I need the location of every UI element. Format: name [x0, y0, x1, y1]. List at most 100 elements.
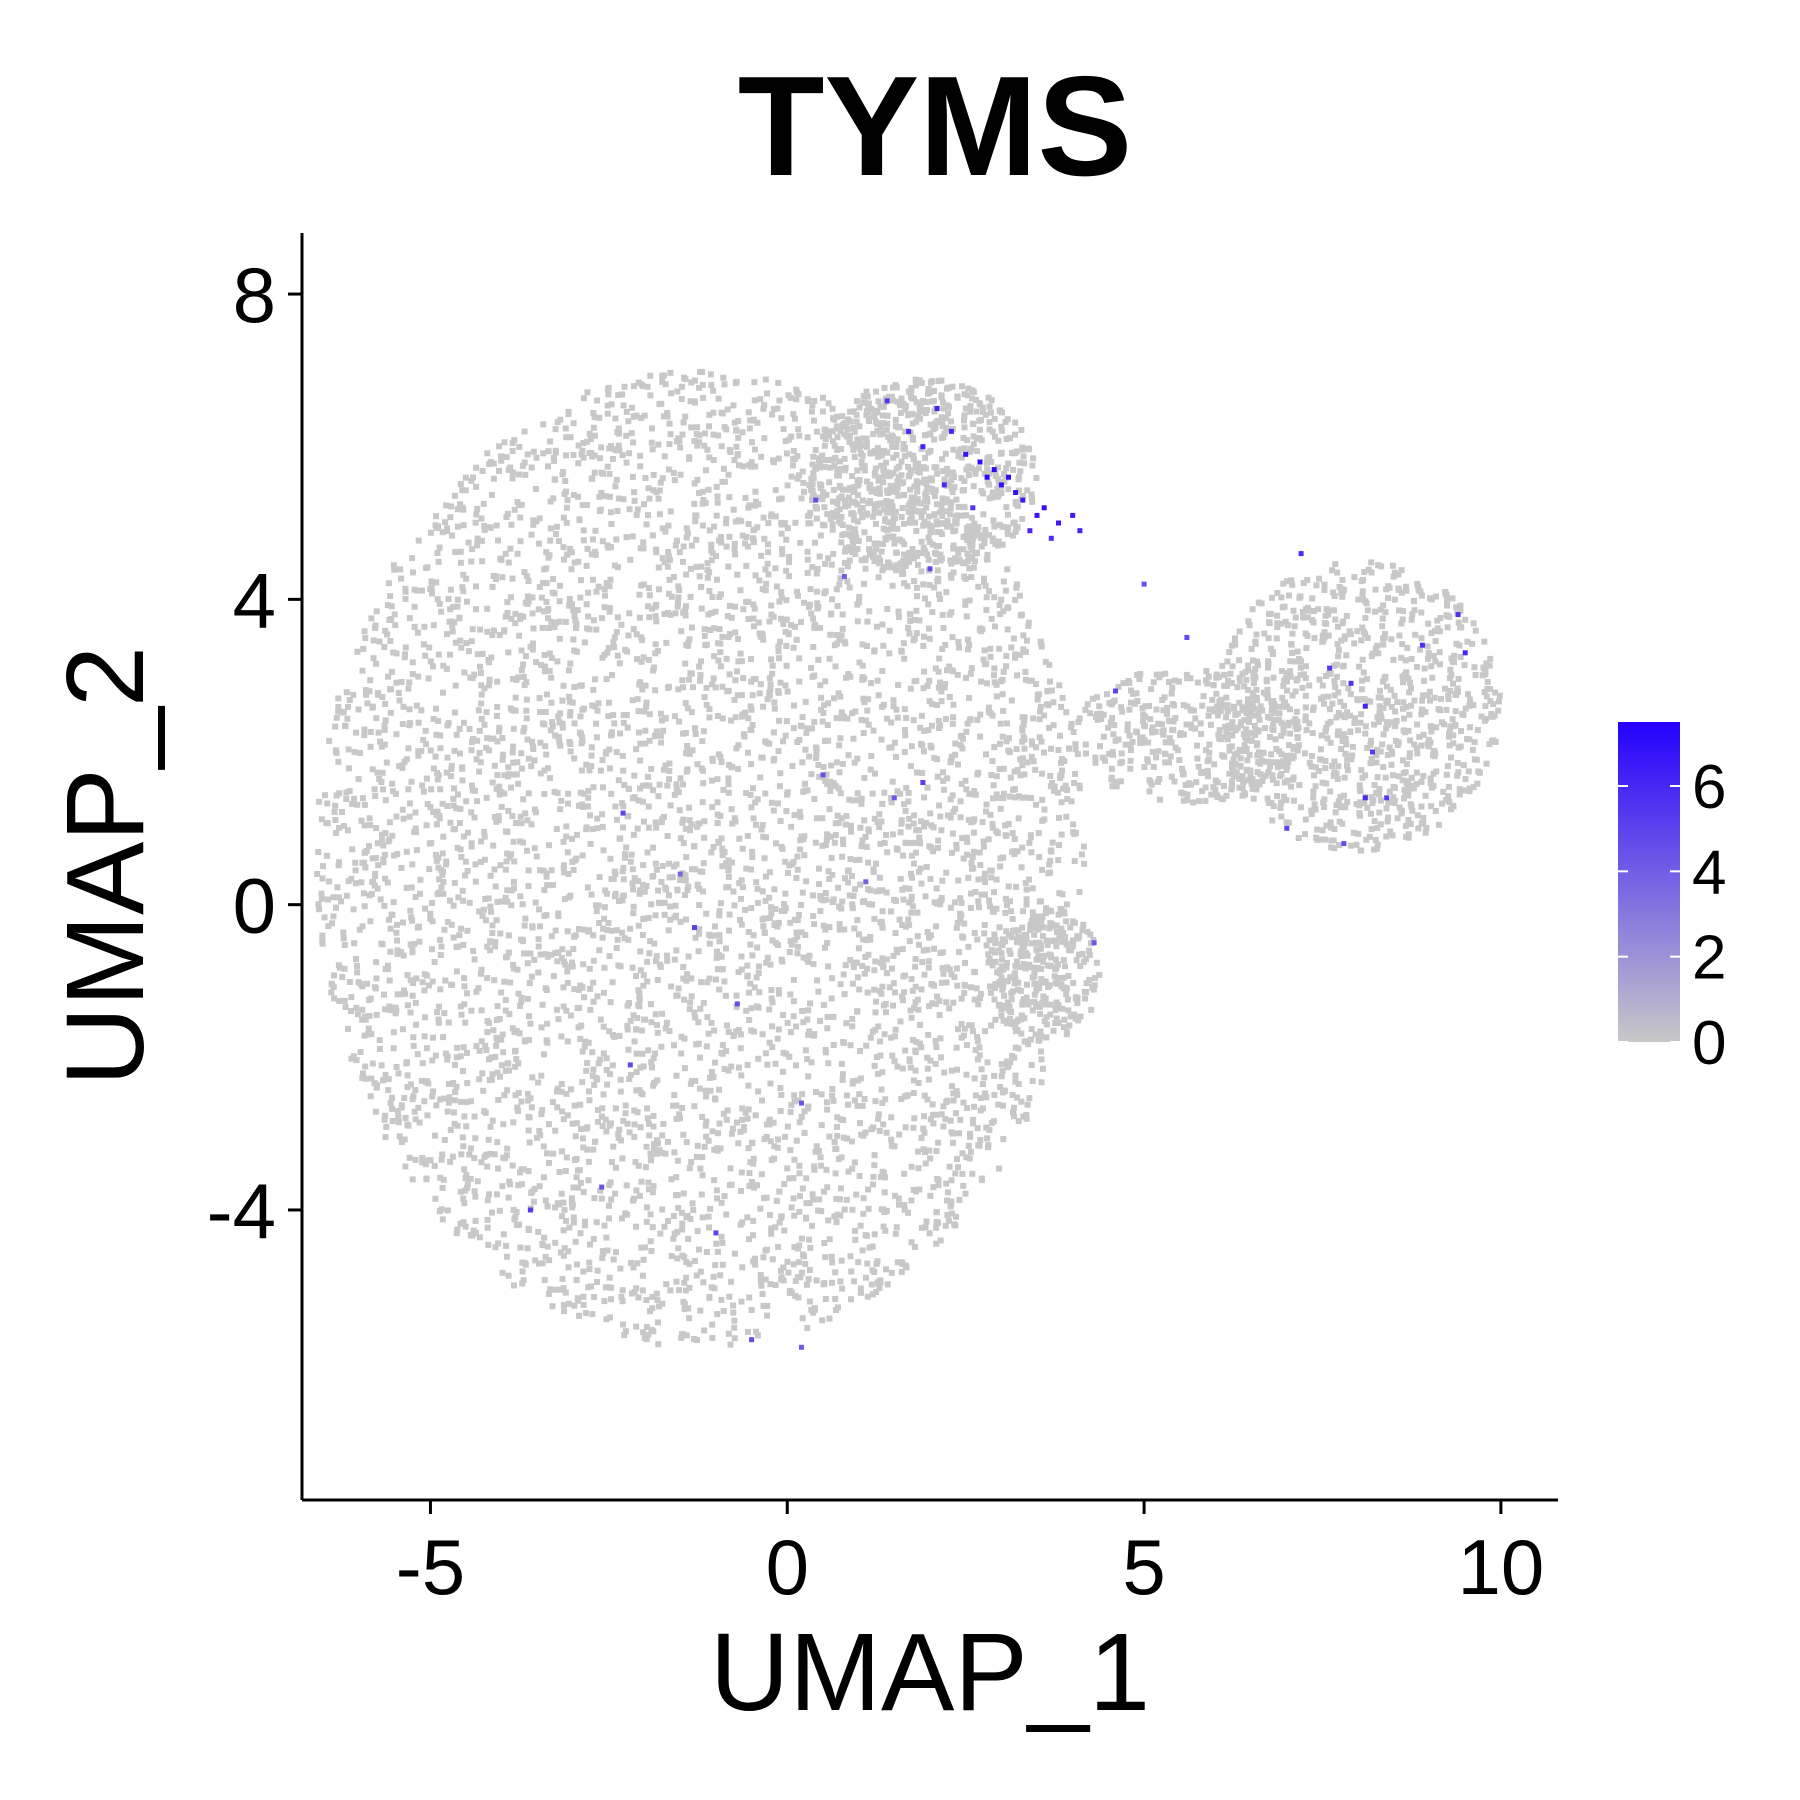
cell-point: [920, 947, 927, 954]
cell-point: [565, 408, 572, 415]
cell-point: [432, 1195, 439, 1202]
cell-point: [947, 796, 954, 803]
cell-point: [595, 700, 602, 707]
cell-point: [630, 439, 637, 446]
cell-point: [1002, 587, 1009, 594]
cell-point: [893, 451, 900, 458]
cell-point: [396, 697, 403, 704]
cell-point: [803, 1281, 810, 1288]
cell-point: [777, 1108, 784, 1114]
cell-point: [513, 676, 520, 683]
cell-point: [600, 925, 607, 932]
cell-point: [517, 615, 524, 622]
cell-point: [742, 495, 749, 501]
cell-point: [423, 822, 430, 829]
cell-point: [696, 439, 703, 446]
cell-point: [553, 619, 560, 626]
cell-point: [992, 981, 999, 988]
cell-point: [583, 601, 590, 608]
cell-point: [1008, 908, 1015, 915]
cell-point: [577, 594, 584, 601]
cell-point: [794, 475, 801, 482]
cell-point: [917, 1040, 923, 1047]
cell-point: [852, 708, 859, 715]
cell-point: [427, 658, 434, 665]
cell-point: [630, 903, 637, 910]
cell-point: [479, 467, 486, 474]
cell-point: [897, 829, 904, 836]
cell-point: [361, 628, 368, 635]
cell-point: [624, 1002, 631, 1009]
cell-point: [378, 837, 385, 844]
cell-point: [879, 1168, 886, 1175]
cell-point: [661, 372, 667, 379]
cell-point: [762, 897, 769, 904]
cell-point: [705, 486, 712, 493]
cell-point: [848, 822, 854, 829]
cell-point: [766, 869, 773, 876]
cell-point: [776, 496, 783, 503]
cell-point: [762, 376, 769, 383]
cell-point: [686, 636, 693, 643]
cell-point: [479, 1070, 486, 1077]
cell-point: [570, 1184, 577, 1191]
cell-point: [553, 1006, 560, 1013]
cell-point: [540, 1143, 547, 1150]
cell-point: [748, 905, 755, 912]
cell-point: [838, 905, 845, 912]
cell-point: [442, 1050, 449, 1057]
cell-point: [712, 684, 719, 691]
cell-point: [760, 636, 767, 643]
cell-point: [842, 545, 849, 552]
cell-point: [601, 964, 608, 971]
cell-point: [335, 695, 342, 702]
cell-point: [426, 644, 433, 651]
cell-point: [519, 1259, 526, 1266]
cell-point: [784, 1123, 791, 1130]
cell-point: [546, 1257, 553, 1264]
cell-point: [888, 719, 895, 726]
cell-point: [914, 561, 921, 568]
cell-point: [920, 633, 927, 640]
cell-point: [963, 613, 970, 620]
cell-point: [767, 686, 774, 693]
cell-point: [693, 424, 700, 431]
cell-point: [981, 875, 988, 882]
cell-point: [500, 1154, 507, 1161]
cell-point: [636, 993, 643, 1000]
cell-point: [739, 1116, 746, 1123]
cell-point: [531, 757, 538, 764]
cell-point: [672, 610, 679, 617]
cell-point: [901, 706, 908, 713]
cell-point: [530, 625, 537, 632]
cell-point: [701, 626, 708, 633]
cell-point: [790, 447, 797, 454]
cell-point: [961, 1025, 968, 1032]
cell-point: [511, 506, 518, 513]
cell-point: [847, 673, 854, 680]
cell-point: [686, 1260, 693, 1267]
cell-point: [373, 1011, 380, 1018]
cell-point: [369, 855, 376, 862]
cell-point: [1000, 608, 1007, 615]
cell-point: [985, 836, 992, 843]
cell-point: [983, 555, 990, 562]
cell-point: [833, 759, 840, 766]
cell-point: [790, 1195, 797, 1202]
cell-point: [673, 781, 680, 788]
cell-point: [924, 929, 931, 935]
cell-point: [640, 972, 647, 979]
cell-point: [948, 609, 955, 616]
cell-point: [807, 586, 814, 593]
cell-point: [1039, 866, 1046, 873]
cell-point: [539, 1241, 546, 1247]
cell-point: [561, 958, 567, 965]
cell-point: [813, 752, 820, 758]
cell-point: [743, 1007, 750, 1014]
cell-point: [599, 934, 606, 941]
cell-point: [525, 1127, 532, 1134]
cell-point: [680, 730, 686, 737]
cell-point: [612, 483, 619, 490]
cell-point: [764, 1302, 771, 1309]
cell-point: [834, 603, 841, 610]
